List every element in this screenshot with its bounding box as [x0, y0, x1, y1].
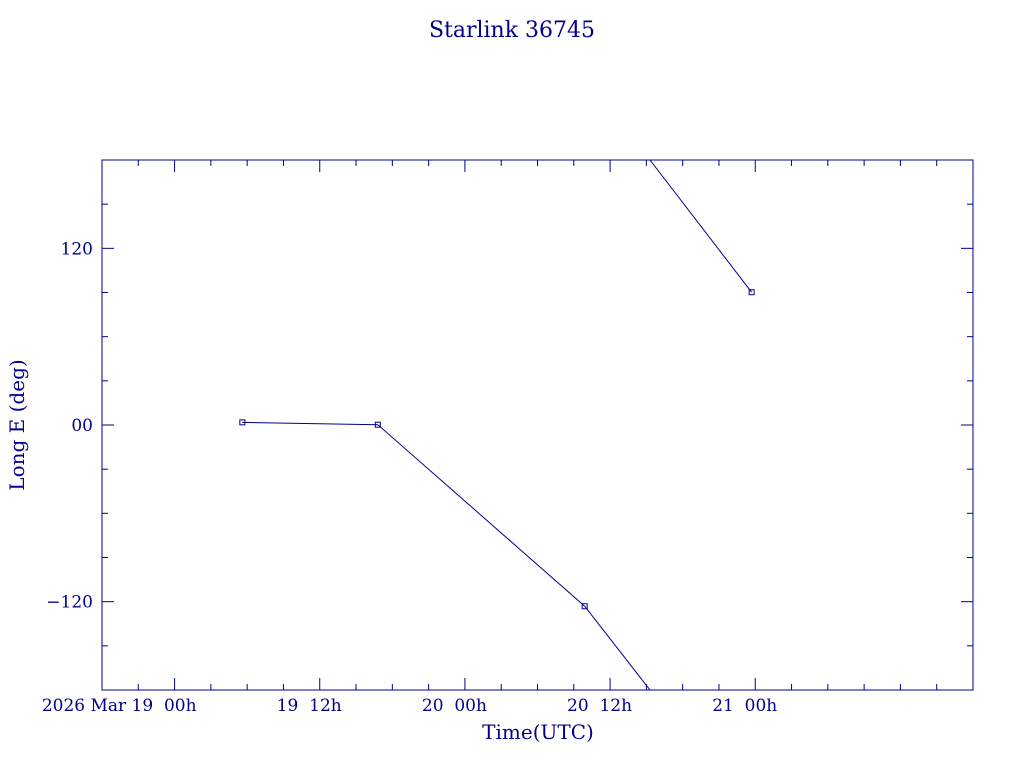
x-axis-label: Time(UTC) [482, 720, 594, 744]
y-axis-tick-labels: 120 00 −120 [46, 239, 93, 612]
x-tick-label: 2026 Mar 19 00h [42, 696, 197, 716]
y-axis-ticks [102, 203, 973, 647]
x-axis-ticks [101, 160, 974, 690]
track-segment-2 [649, 159, 752, 293]
plot-frame [101, 159, 974, 691]
y-tick-label: 120 [61, 239, 93, 259]
x-tick-label: 20 12h [567, 696, 632, 716]
track-point-marker [374, 421, 381, 428]
x-tick-label: 21 00h [712, 696, 777, 716]
track-segment-1 [242, 421, 651, 691]
chart-title: Starlink 36745 [429, 18, 595, 43]
x-axis-tick-labels: 2026 Mar 19 00h 19 12h 20 00h 20 12h 21 00h [42, 696, 777, 716]
track-point-marker [748, 289, 755, 296]
ground-track-series [239, 159, 755, 691]
x-tick-label: 20 00h [422, 696, 487, 716]
track-point-marker [239, 419, 246, 426]
y-tick-label: −120 [46, 593, 93, 613]
x-tick-label: 19 12h [277, 696, 342, 716]
y-axis-label: Long E (deg) [5, 359, 29, 490]
track-point-marker [581, 603, 588, 610]
y-tick-label: 00 [71, 416, 93, 436]
